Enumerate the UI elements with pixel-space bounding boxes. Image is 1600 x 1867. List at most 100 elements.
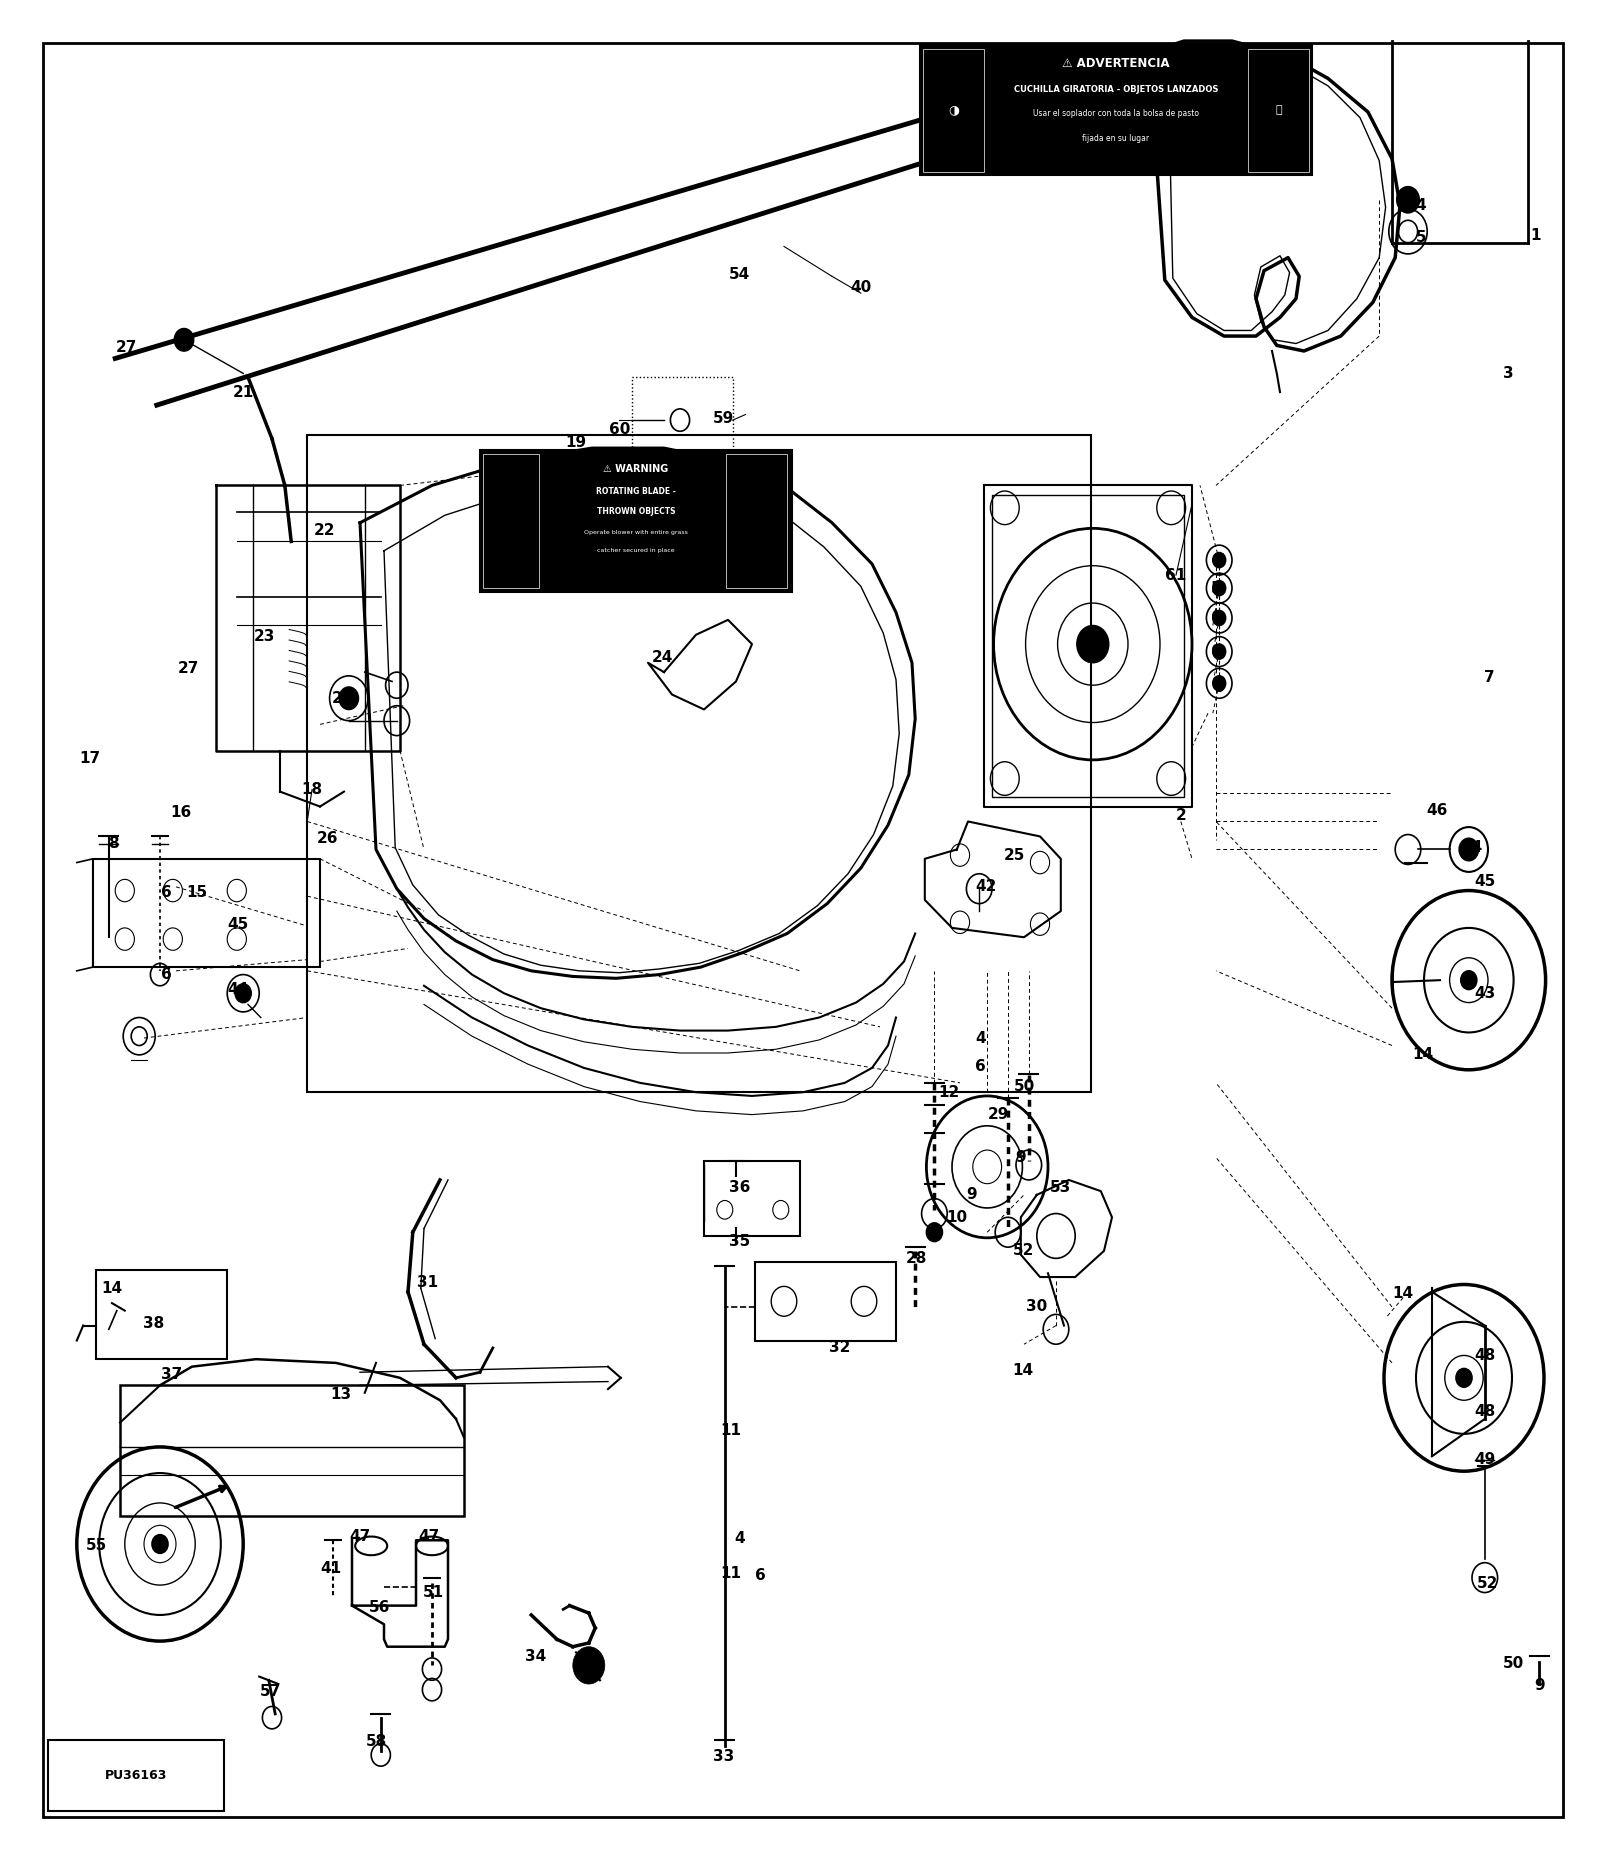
Text: 11: 11 xyxy=(720,1566,742,1581)
Text: ⚠ WARNING: ⚠ WARNING xyxy=(603,463,669,474)
Text: 49: 49 xyxy=(1474,1453,1496,1467)
Bar xyxy=(480,450,792,592)
Bar xyxy=(923,49,984,172)
Text: 6: 6 xyxy=(1214,680,1224,695)
Text: 53: 53 xyxy=(1050,1180,1072,1195)
Circle shape xyxy=(152,1535,168,1553)
Text: 56: 56 xyxy=(368,1600,390,1615)
Bar xyxy=(755,1262,896,1341)
Text: 15: 15 xyxy=(186,885,208,900)
Text: catcher secured in place: catcher secured in place xyxy=(597,549,675,553)
Circle shape xyxy=(1213,644,1226,659)
Text: Usar el soplador con toda la bolsa de pasto: Usar el soplador con toda la bolsa de pa… xyxy=(1034,110,1198,118)
Text: 5: 5 xyxy=(1416,230,1426,245)
Text: 45: 45 xyxy=(1474,874,1496,889)
Text: 40: 40 xyxy=(850,280,872,295)
Text: 6: 6 xyxy=(162,885,171,900)
Text: THROWN OBJECTS: THROWN OBJECTS xyxy=(597,508,675,515)
Text: 4: 4 xyxy=(734,1531,744,1546)
Circle shape xyxy=(174,329,194,351)
Text: 41: 41 xyxy=(320,1561,342,1576)
Text: ◑: ◑ xyxy=(949,105,958,116)
Text: 61: 61 xyxy=(1165,568,1187,583)
Text: 45: 45 xyxy=(227,917,250,932)
Text: 52: 52 xyxy=(1477,1576,1499,1591)
Text: 54: 54 xyxy=(728,267,750,282)
Text: fijada en su lugar: fijada en su lugar xyxy=(1083,134,1149,142)
Text: 14: 14 xyxy=(1392,1286,1414,1301)
Text: 9: 9 xyxy=(966,1187,976,1202)
Text: 8: 8 xyxy=(109,836,118,851)
Text: 27: 27 xyxy=(115,340,138,355)
Text: 14: 14 xyxy=(1411,1047,1434,1062)
Text: 22: 22 xyxy=(314,523,336,538)
Text: 48: 48 xyxy=(1474,1404,1496,1419)
Text: 19: 19 xyxy=(565,435,587,450)
Text: 6: 6 xyxy=(162,967,171,982)
Text: 17: 17 xyxy=(78,751,101,765)
Bar xyxy=(704,1161,800,1236)
Bar xyxy=(483,454,539,588)
Text: 51: 51 xyxy=(422,1585,445,1600)
Text: 37: 37 xyxy=(160,1367,182,1382)
Text: 29: 29 xyxy=(987,1107,1010,1122)
Text: 4: 4 xyxy=(976,1031,986,1046)
Circle shape xyxy=(1213,581,1226,596)
Text: 47: 47 xyxy=(349,1529,371,1544)
Circle shape xyxy=(1213,676,1226,691)
Bar xyxy=(632,377,733,456)
Text: 55: 55 xyxy=(85,1538,107,1553)
Bar xyxy=(726,454,787,588)
Text: 52: 52 xyxy=(1013,1243,1035,1258)
Text: ROTATING BLADE -: ROTATING BLADE - xyxy=(597,487,675,495)
Text: 18: 18 xyxy=(301,782,323,797)
Bar xyxy=(93,859,320,967)
Circle shape xyxy=(339,687,358,709)
Text: 6: 6 xyxy=(1211,611,1221,625)
Text: 32: 32 xyxy=(829,1341,851,1355)
Text: 10: 10 xyxy=(946,1210,968,1225)
Text: 43: 43 xyxy=(1474,986,1496,1001)
Text: CUCHILLA GIRATORIA - OBJETOS LANZADOS: CUCHILLA GIRATORIA - OBJETOS LANZADOS xyxy=(1014,86,1218,93)
Circle shape xyxy=(1213,611,1226,625)
Text: 11: 11 xyxy=(720,1423,742,1438)
Text: 35: 35 xyxy=(728,1234,750,1249)
Circle shape xyxy=(1456,1369,1472,1387)
Text: 58: 58 xyxy=(365,1734,387,1749)
Bar xyxy=(307,435,1091,1092)
Text: 59: 59 xyxy=(712,411,734,426)
Text: 2: 2 xyxy=(1176,808,1186,823)
Circle shape xyxy=(926,1223,942,1242)
Bar xyxy=(920,45,1312,175)
Text: 13: 13 xyxy=(330,1387,352,1402)
Text: 7: 7 xyxy=(1485,670,1494,685)
Circle shape xyxy=(1459,838,1478,861)
Text: 27: 27 xyxy=(178,661,200,676)
Text: 50: 50 xyxy=(1013,1079,1035,1094)
Bar xyxy=(987,49,1245,172)
Text: ⚠ ADVERTENCIA: ⚠ ADVERTENCIA xyxy=(1062,58,1170,69)
Text: 16: 16 xyxy=(170,805,192,820)
Text: 6: 6 xyxy=(1211,644,1221,659)
Text: 25: 25 xyxy=(1003,848,1026,863)
Text: 20: 20 xyxy=(331,691,354,706)
Text: 60: 60 xyxy=(608,422,630,437)
Bar xyxy=(96,1270,227,1359)
Bar xyxy=(120,1385,464,1516)
Text: 14: 14 xyxy=(1011,1363,1034,1378)
Text: 50: 50 xyxy=(1502,1656,1525,1671)
Circle shape xyxy=(1397,187,1419,213)
Text: 24: 24 xyxy=(651,650,674,665)
Text: 14: 14 xyxy=(101,1281,123,1296)
Text: 47: 47 xyxy=(418,1529,440,1544)
Circle shape xyxy=(1213,553,1226,568)
Text: Operate blower with entire grass: Operate blower with entire grass xyxy=(584,530,688,534)
Circle shape xyxy=(573,1647,605,1684)
Text: 3: 3 xyxy=(1504,366,1514,381)
Text: 39: 39 xyxy=(568,504,590,519)
Circle shape xyxy=(235,984,251,1003)
Text: 5: 5 xyxy=(1211,581,1221,596)
Text: PU36163: PU36163 xyxy=(106,1770,166,1781)
Bar xyxy=(542,454,723,588)
Text: 1: 1 xyxy=(1531,228,1541,243)
